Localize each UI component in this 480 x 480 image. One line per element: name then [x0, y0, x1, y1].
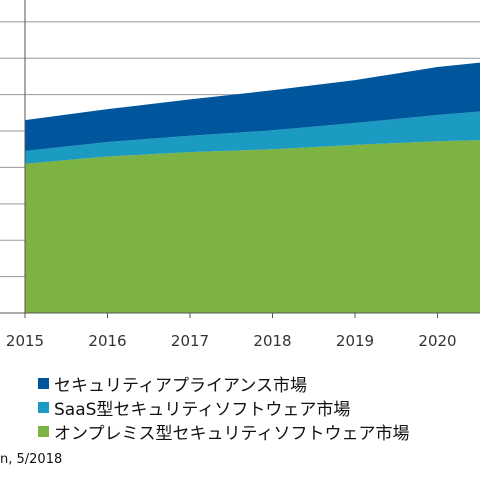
legend: セキュリティアプライアンス市場 SaaS型セキュリティソフトウェア市場 オンプレ… — [38, 371, 410, 444]
x-tick-label: 2018 — [253, 332, 291, 350]
x-tick-label: 2015 — [6, 332, 44, 350]
legend-swatch-saas — [38, 401, 49, 413]
legend-label-appliance: セキュリティアプライアンス市場 — [54, 375, 307, 396]
area-series-0 — [25, 140, 480, 313]
x-tick-label: 2017 — [171, 332, 209, 350]
area-series — [25, 62, 480, 313]
x-axis: 20152016201720182019202020 — [0, 0, 480, 350]
legend-item-saas: SaaS型セキュリティソフトウェア市場 — [38, 395, 409, 420]
legend-label-saas: SaaS型セキュリティソフトウェア市場 — [54, 399, 351, 420]
x-tick-label: 2016 — [88, 332, 126, 350]
source-note: n, 5/2018 — [0, 452, 63, 467]
legend-item-appliance: セキュリティアプライアンス市場 — [38, 371, 409, 396]
x-tick-label: 2020 — [418, 332, 456, 350]
legend-swatch-onpremise — [38, 425, 49, 437]
legend-swatch-appliance — [38, 377, 49, 389]
legend-label-onpremise: オンプレミス型セキュリティソフトウェア市場 — [54, 423, 410, 444]
area-series-2 — [25, 62, 480, 152]
stacked-area-chart: 20152016201720182019202020 — [0, 0, 480, 350]
x-tick-label: 2019 — [336, 332, 374, 350]
area-series-1 — [25, 111, 480, 164]
legend-item-onpremise: オンプレミス型セキュリティソフトウェア市場 — [38, 419, 410, 444]
